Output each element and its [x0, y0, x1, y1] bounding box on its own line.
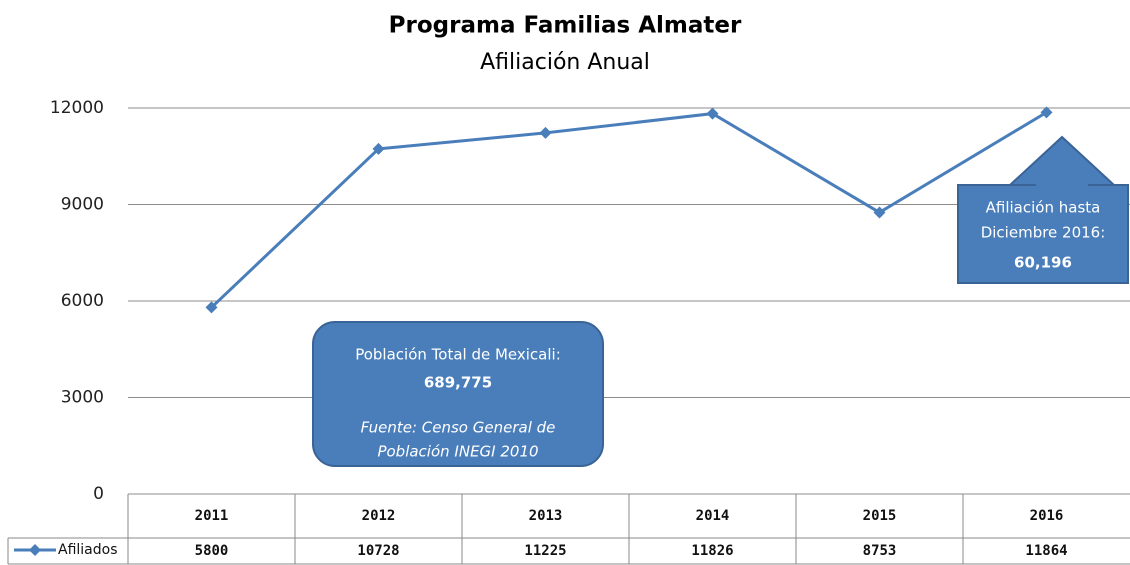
callout-text: 689,775 — [424, 374, 492, 392]
callout-affiliation: Afiliación hasta Diciembre 2016: 60,196 — [957, 135, 1129, 284]
y-tick-label: 12000 — [50, 98, 104, 118]
callout-text: Afiliación hasta — [986, 199, 1101, 217]
x-tick-label: 2011 — [195, 508, 229, 524]
table-value: 11864 — [1025, 543, 1067, 559]
table-value: 11826 — [691, 543, 733, 559]
callout-text: Diciembre 2016: — [981, 224, 1106, 242]
callout-text: 60,196 — [1014, 254, 1072, 272]
callout-text: Población Total de Mexicali: — [355, 346, 561, 364]
y-tick-label: 0 — [93, 484, 104, 504]
point-marker — [372, 142, 385, 155]
table-value: 11225 — [524, 543, 566, 559]
callout-population: Población Total de Mexicali: 689,775 Fue… — [312, 321, 604, 467]
legend-label: Afiliados — [58, 542, 118, 558]
point-marker — [1040, 106, 1053, 119]
x-tick-label: 2014 — [696, 508, 730, 524]
series-line — [210, 111, 1048, 309]
y-tick-label: 3000 — [61, 388, 104, 408]
callout-text: Fuente: Censo General de — [361, 419, 556, 437]
data-table — [7, 493, 1130, 565]
point-marker — [205, 301, 218, 314]
chart-title: Programa Familias Almater — [389, 13, 742, 39]
callout-text: Población INEGI 2010 — [377, 443, 538, 461]
table-value: 8753 — [863, 543, 897, 559]
callout-box — [312, 321, 604, 467]
chart-subtitle: Afiliación Anual — [480, 50, 650, 75]
x-tick-label: 2015 — [863, 508, 897, 524]
x-tick-label: 2016 — [1030, 508, 1064, 524]
point-marker — [539, 126, 552, 139]
x-tick-label: 2013 — [529, 508, 563, 524]
point-marker — [706, 107, 719, 120]
point-marker — [873, 206, 886, 219]
table-value: 10728 — [357, 543, 399, 559]
x-tick-label: 2012 — [362, 508, 396, 524]
y-tick-label: 6000 — [61, 291, 104, 311]
callout-arrow — [957, 135, 1129, 284]
table-value: 5800 — [195, 543, 229, 559]
legend-marker — [29, 544, 41, 556]
y-tick-label: 9000 — [61, 195, 104, 215]
